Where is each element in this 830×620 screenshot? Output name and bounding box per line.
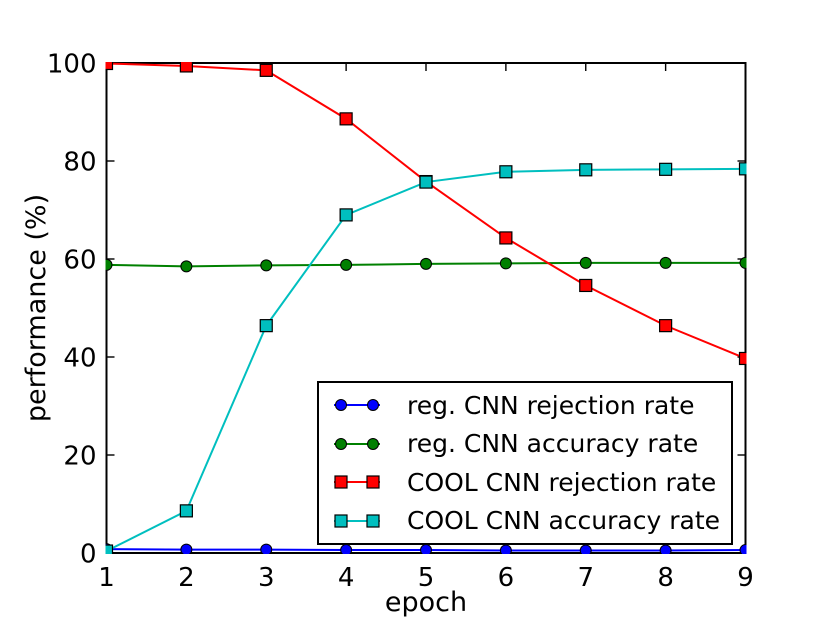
marker-cool-cnn-rejection-rate [105, 62, 114, 71]
marker-cool-cnn-accuracy-rate [179, 504, 193, 518]
marker-reg-cnn-accuracy-rate [739, 256, 747, 269]
series-line-cool-cnn-rejection-rate [106, 62, 746, 360]
series-group [105, 62, 747, 554]
tick-labels: 1 2 3 4 5 6 7 8 9 0 20 40 60 80 100 [47, 50, 754, 594]
marker-cool-cnn-rejection-rate [259, 63, 273, 77]
x-tick-label: 8 [657, 563, 674, 593]
marker-reg-cnn-accuracy-rate [105, 258, 113, 271]
x-tick-label: 5 [418, 563, 435, 593]
y-tick-label: 100 [47, 50, 97, 80]
marker-reg-cnn-accuracy-rate [420, 257, 432, 270]
legend-square-sample-icon [334, 513, 380, 528]
legend-item-reg-cnn-rejection-rate: reg. CNN rejection rate [332, 386, 725, 424]
legend-item-cool-cnn-accuracy-rate: COOL CNN accuracy rate [332, 502, 725, 540]
marker-reg-cnn-accuracy-rate [579, 256, 592, 269]
marker-cool-cnn-accuracy-rate [579, 163, 593, 177]
x-tick-label: 6 [498, 563, 515, 593]
legend-label: COOL CNN accuracy rate [407, 506, 721, 536]
marker-cool-cnn-accuracy-rate [339, 208, 353, 222]
legend-label: COOL CNN rejection rate [407, 467, 717, 497]
marker-reg-cnn-rejection-rate [739, 544, 747, 554]
x-tick-label: 2 [178, 563, 195, 593]
marker-cool-cnn-accuracy-rate [659, 162, 673, 176]
marker-reg-cnn-accuracy-rate [260, 259, 273, 272]
marker-reg-cnn-rejection-rate [340, 544, 353, 554]
y-tick-label: 80 [63, 148, 96, 178]
legend-circle-sample-icon [334, 399, 380, 412]
y-tick-label: 60 [63, 246, 96, 276]
marker-cool-cnn-accuracy-rate [419, 175, 433, 189]
legend-circle-sample-icon [334, 437, 380, 450]
legend-square-sample-icon [334, 475, 380, 489]
marker-reg-cnn-rejection-rate [260, 543, 273, 554]
marker-cool-cnn-accuracy-rate [738, 162, 747, 176]
marker-reg-cnn-rejection-rate [659, 544, 672, 554]
marker-cool-cnn-rejection-rate [499, 231, 513, 245]
y-tick-label: 0 [80, 540, 97, 570]
marker-cool-cnn-accuracy-rate [499, 165, 513, 179]
legend-label: reg. CNN accuracy rate [407, 429, 699, 459]
marker-cool-cnn-rejection-rate [339, 112, 353, 126]
marker-cool-cnn-rejection-rate [579, 278, 593, 293]
marker-cool-cnn-accuracy-rate [259, 319, 273, 333]
marker-cool-cnn-rejection-rate [738, 351, 747, 366]
marker-reg-cnn-accuracy-rate [659, 256, 672, 269]
marker-cool-cnn-rejection-rate [179, 62, 193, 73]
marker-reg-cnn-accuracy-rate [499, 257, 512, 270]
marker-reg-cnn-rejection-rate [499, 544, 512, 554]
legend-item-reg-cnn-accuracy-rate: reg. CNN accuracy rate [332, 425, 725, 463]
y-axis-label: performance (%) [21, 194, 52, 422]
legend-item-cool-cnn-rejection-rate: COOL CNN rejection rate [332, 463, 725, 501]
marker-reg-cnn-rejection-rate [420, 544, 432, 554]
marker-cool-cnn-accuracy-rate [105, 544, 114, 554]
marker-reg-cnn-rejection-rate [579, 544, 592, 554]
legend: reg. CNN rejection rate reg. CNN accuracy… [317, 381, 733, 545]
x-tick-label: 9 [737, 563, 754, 593]
marker-reg-cnn-accuracy-rate [340, 258, 353, 271]
y-tick-label: 40 [63, 344, 96, 374]
legend-label: reg. CNN rejection rate [407, 390, 695, 420]
y-tick-label: 20 [63, 442, 96, 472]
marker-reg-cnn-accuracy-rate [180, 260, 193, 273]
marker-reg-cnn-rejection-rate [180, 543, 193, 554]
x-tick-label: 1 [98, 563, 115, 593]
x-tick-label: 7 [577, 563, 594, 593]
x-tick-label: 4 [338, 563, 355, 593]
x-tick-label: 3 [258, 563, 275, 593]
marker-cool-cnn-rejection-rate [659, 319, 673, 333]
x-axis-label: epoch [385, 587, 467, 618]
